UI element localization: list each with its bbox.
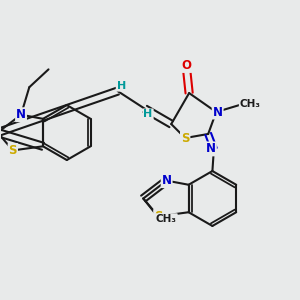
Text: H: H <box>143 109 153 119</box>
Text: N: N <box>16 108 26 121</box>
Text: S: S <box>8 144 17 157</box>
Text: N: N <box>162 174 172 187</box>
Text: N: N <box>213 106 223 118</box>
Text: CH₃: CH₃ <box>156 214 177 224</box>
Text: S: S <box>181 131 189 145</box>
Text: O: O <box>182 59 191 72</box>
Text: H: H <box>117 81 126 91</box>
Text: CH₃: CH₃ <box>240 99 261 109</box>
Text: N: N <box>206 142 216 155</box>
Text: S: S <box>154 210 163 223</box>
